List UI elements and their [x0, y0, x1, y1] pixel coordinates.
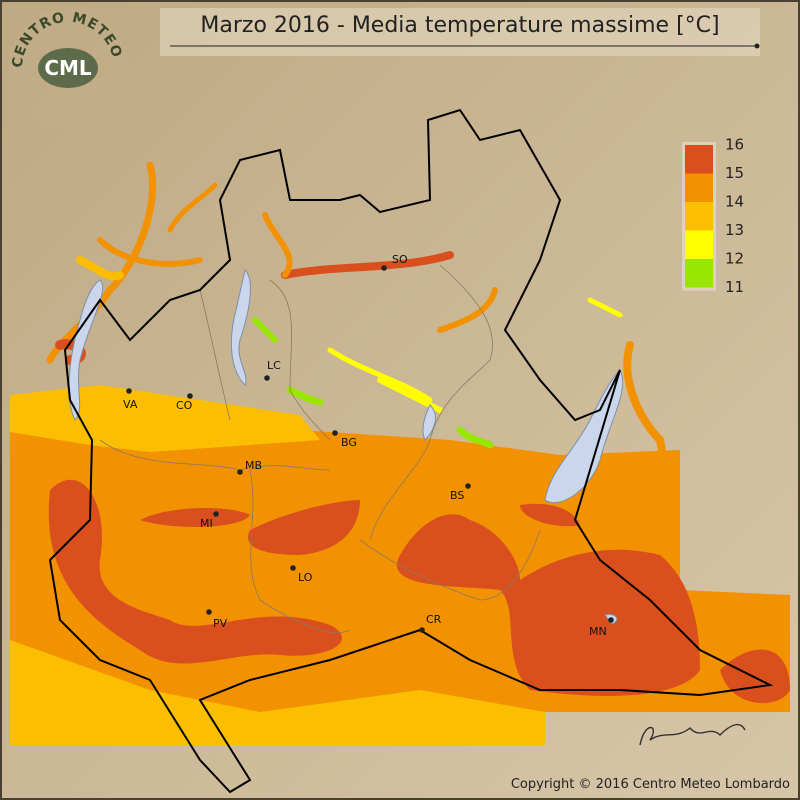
city-dot [608, 617, 614, 623]
city-label: CR [426, 613, 442, 626]
valley-fields [46, 161, 669, 494]
legend-label: 13 [725, 221, 744, 239]
city-label: SO [392, 253, 408, 266]
city-label: PV [213, 617, 228, 630]
city-label: MI [200, 517, 213, 530]
legend-swatch [685, 173, 713, 202]
legend-swatch [685, 202, 713, 231]
province-borders [99, 264, 541, 634]
city-label: MB [245, 459, 262, 472]
legend: 16 15 14 13 12 11 [682, 136, 744, 296]
city-dot [126, 388, 132, 394]
city-label: BS [450, 489, 464, 502]
city-dot [332, 430, 338, 436]
city-dot [290, 565, 296, 571]
signature [639, 723, 746, 746]
city-label: LO [298, 571, 313, 584]
title-dot [754, 43, 760, 49]
city-label: MN [589, 625, 607, 638]
region-border [48, 108, 774, 794]
zone-13-14 [10, 640, 545, 745]
legend-label: 12 [725, 250, 744, 268]
city-dot [381, 265, 387, 271]
legend-swatch [685, 230, 713, 259]
legend-swatch [685, 259, 713, 288]
city-dot [419, 627, 425, 633]
legend-label: 14 [725, 193, 744, 211]
city-label: LC [267, 359, 281, 372]
city-dot [206, 609, 212, 615]
city-dot [187, 393, 193, 399]
city-label: BG [341, 436, 357, 449]
temperature-field [10, 161, 790, 745]
copyright: Copyright © 2016 Centro Meteo Lombardo [511, 777, 790, 792]
legend-label: 16 [725, 136, 744, 154]
city-dot [237, 469, 243, 475]
city-label: VA [123, 398, 138, 411]
legend-label: 15 [725, 164, 744, 182]
legend-swatch [685, 145, 713, 174]
city-dot [213, 511, 219, 517]
cities: SO LC VA CO BG MB MI BS LO PV CR MN [123, 253, 614, 638]
logo-initials: CML [44, 56, 92, 80]
title-box [160, 8, 760, 56]
zone-13-14 [10, 385, 320, 452]
legend-label: 11 [725, 278, 744, 296]
city-dot [264, 375, 270, 381]
city-label: CO [176, 399, 193, 412]
city-dot [465, 483, 471, 489]
title: Marzo 2016 - Media temperature massime [… [200, 13, 719, 38]
